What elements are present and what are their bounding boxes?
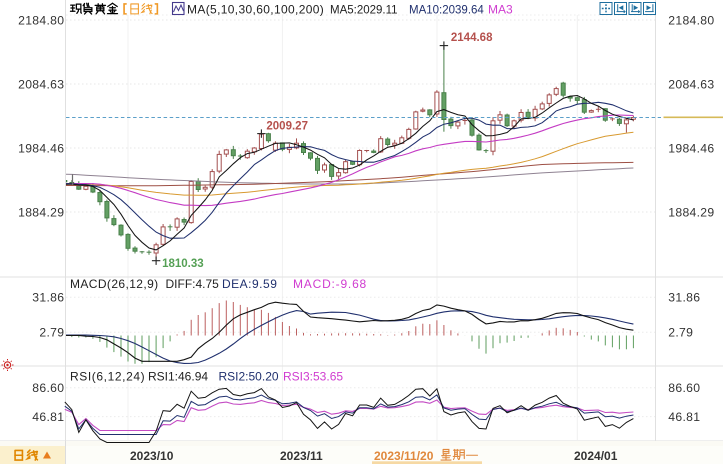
svg-text:2.79: 2.79 [668, 326, 693, 340]
svg-text:1884.29: 1884.29 [668, 205, 714, 219]
svg-text:2144.68: 2144.68 [451, 32, 493, 44]
svg-text:2184.80: 2184.80 [668, 13, 714, 27]
svg-text:RSI1:46.94: RSI1:46.94 [148, 370, 208, 384]
svg-text:RSI3:53.65: RSI3:53.65 [283, 370, 343, 384]
svg-text:2184.80: 2184.80 [18, 13, 64, 27]
svg-text:46.81: 46.81 [32, 410, 64, 424]
svg-text:1810.33: 1810.33 [162, 258, 204, 270]
svg-text:31.86: 31.86 [668, 291, 700, 305]
svg-text:46.81: 46.81 [668, 410, 700, 424]
svg-text:MA3: MA3 [488, 3, 513, 17]
svg-text:2084.63: 2084.63 [668, 77, 714, 91]
svg-text:MACD:-9.68: MACD:-9.68 [293, 277, 367, 291]
svg-text:MA5:2029.11: MA5:2029.11 [330, 5, 398, 17]
svg-text:MA(5,10,30,60,100,200): MA(5,10,30,60,100,200) [187, 3, 324, 17]
svg-text:1884.29: 1884.29 [18, 205, 64, 219]
svg-text:2023/11/20: 2023/11/20 [374, 449, 434, 463]
svg-text:2024/01: 2024/01 [574, 449, 618, 463]
svg-text:2.79: 2.79 [39, 326, 64, 340]
svg-text:2009.27: 2009.27 [266, 121, 308, 133]
svg-text:86.60: 86.60 [668, 381, 700, 395]
svg-text:DIFF:4.75: DIFF:4.75 [166, 277, 220, 291]
svg-text:RSI2:50.20: RSI2:50.20 [219, 370, 279, 384]
svg-text:RSI(6,12,24): RSI(6,12,24) [70, 370, 145, 384]
svg-text:MA10:2039.64: MA10:2039.64 [409, 5, 484, 17]
svg-text:86.60: 86.60 [32, 381, 64, 395]
svg-text:31.86: 31.86 [32, 291, 64, 305]
svg-text:1984.46: 1984.46 [18, 141, 64, 155]
svg-text:MACD(26,12,9): MACD(26,12,9) [70, 277, 159, 291]
svg-text:DEA:9.59: DEA:9.59 [222, 277, 277, 291]
svg-text:2023/10: 2023/10 [130, 449, 174, 463]
svg-text:2023/11: 2023/11 [280, 449, 323, 463]
svg-text:2084.63: 2084.63 [18, 77, 64, 91]
svg-text:1984.46: 1984.46 [668, 141, 714, 155]
